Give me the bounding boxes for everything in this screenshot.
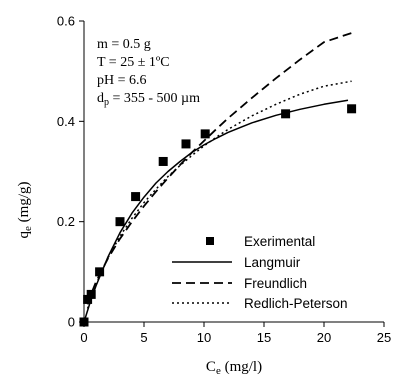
data-point-exerimental (200, 129, 210, 139)
y-axis-title-sub: e (22, 226, 34, 231)
x-ticks: 0 5 10 15 20 25 (80, 322, 391, 345)
axes (83, 21, 384, 323)
legend-label-langmuir: Langmuir (244, 255, 301, 270)
x-tick-label: 5 (140, 330, 147, 345)
legend-marker-experimental (206, 237, 214, 245)
data-point-exerimental (86, 289, 96, 299)
x-tick-label: 10 (197, 330, 211, 345)
x-axis-title-unit: (mg/l) (221, 359, 262, 375)
data-point-exerimental (181, 139, 191, 149)
series-line-redlich-peterson (86, 80, 352, 309)
data-point-exerimental (95, 267, 105, 277)
plot-area (79, 32, 357, 327)
data-point-exerimental (83, 294, 93, 304)
condition-particle-rest: = 355 - 500 µm (109, 91, 200, 106)
data-point-exerimental (281, 109, 291, 119)
condition-ph: pH = 6.6 (97, 73, 147, 88)
x-axis-title-sub: e (216, 365, 221, 377)
series-line-langmuir (83, 99, 349, 323)
x-axis-title: Ce (mg/l) (206, 359, 262, 377)
condition-particle-sub: p (104, 97, 109, 108)
legend-label-experimental: Exerimental (244, 234, 315, 249)
y-axis-title-main: q (16, 230, 32, 238)
y-tick-label: 0.2 (57, 214, 75, 229)
experimental-conditions: m = 0.5 g T = 25 ± 1ºC pH = 6.6 dp = 355… (97, 37, 200, 108)
data-point-exerimental (158, 156, 168, 166)
x-tick-label: 15 (257, 330, 271, 345)
data-point-exerimental (347, 104, 357, 114)
y-tick-label: 0 (68, 315, 75, 330)
data-point-exerimental (115, 217, 125, 227)
x-axis-title-main: C (206, 359, 216, 375)
condition-particle-main: d (97, 91, 104, 106)
x-tick-label: 0 (80, 330, 87, 345)
y-ticks: 0 0.2 0.4 0.6 (57, 14, 84, 330)
condition-particle-size: dp = 355 - 500 µm (97, 91, 200, 108)
legend: Exerimental Langmuir Freundlich Redlich-… (172, 234, 348, 311)
data-point-exerimental (131, 192, 141, 202)
x-tick-label: 20 (317, 330, 331, 345)
y-axis-title: qe (mg/g) (16, 182, 34, 239)
y-tick-label: 0.6 (57, 14, 75, 29)
y-axis-title-unit: (mg/g) (16, 182, 32, 227)
x-tick-label: 25 (377, 330, 391, 345)
legend-label-redlich-peterson: Redlich-Peterson (244, 296, 348, 311)
series-line-freundlich (86, 32, 352, 305)
condition-mass: m = 0.5 g (97, 37, 151, 52)
condition-temperature: T = 25 ± 1ºC (97, 55, 170, 70)
y-tick-label: 0.4 (57, 114, 75, 129)
legend-label-freundlich: Freundlich (244, 276, 307, 291)
